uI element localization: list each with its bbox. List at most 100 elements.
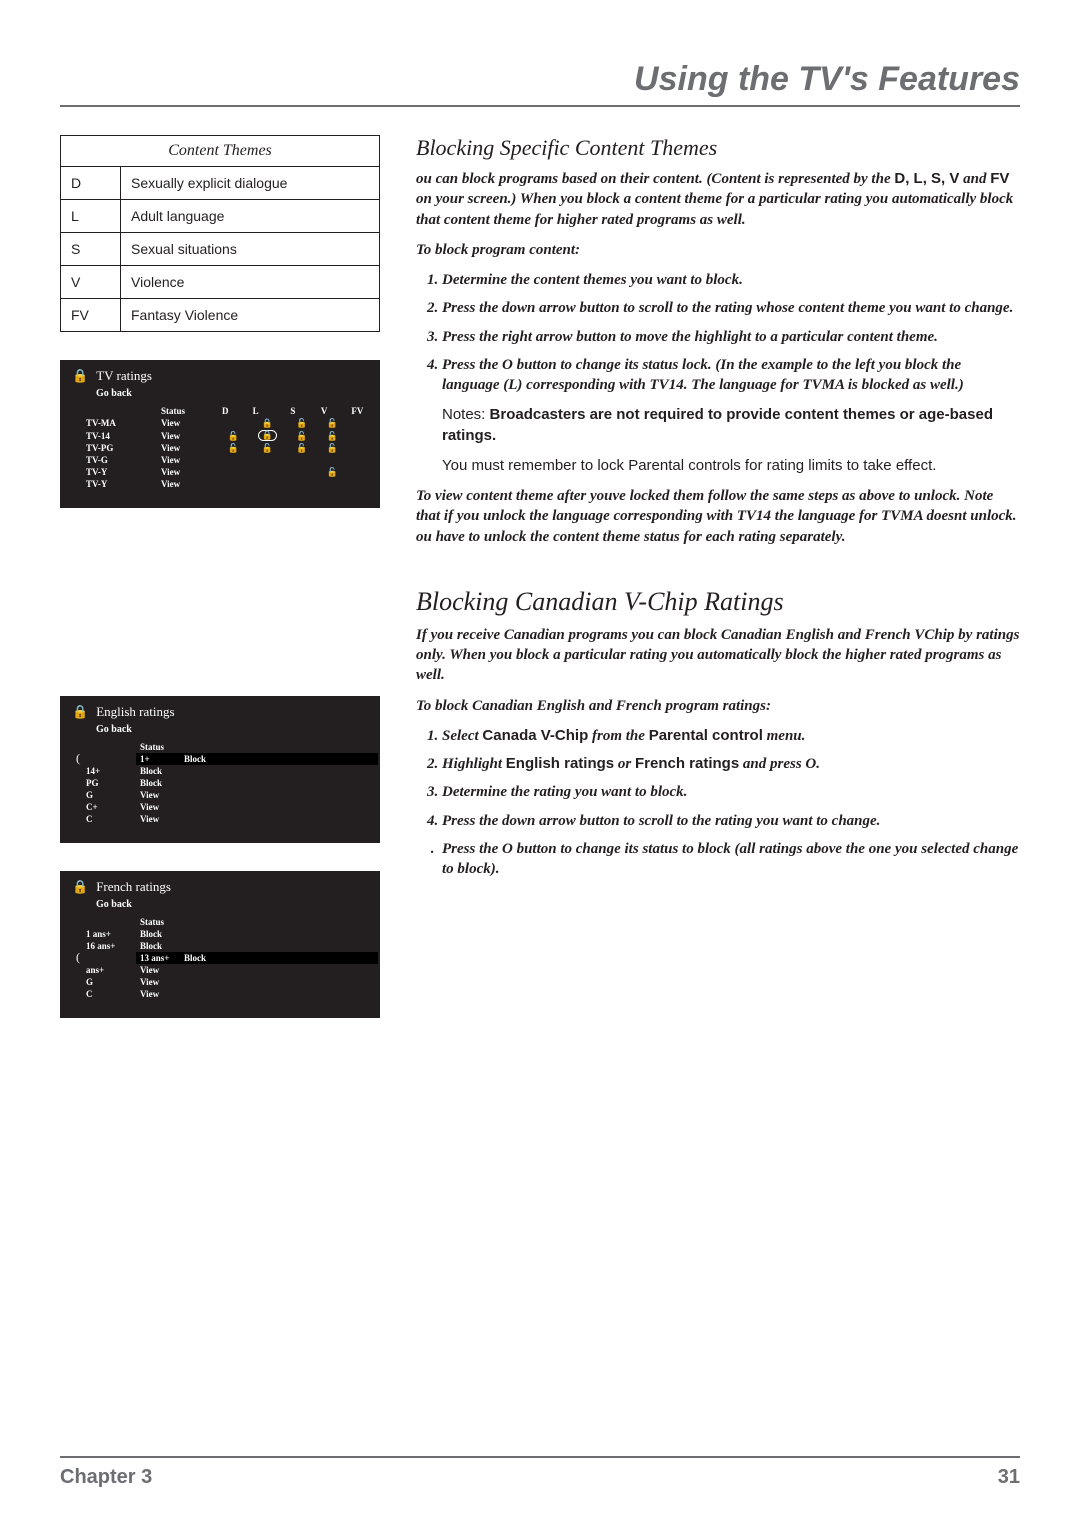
- right-column: Blocking Specific Content Themes ou can …: [416, 135, 1020, 1018]
- content-themes-title: Content Themes: [61, 136, 380, 167]
- ct-code: V: [61, 266, 121, 299]
- rating-status: Block: [180, 753, 336, 765]
- rating-status: Block: [136, 777, 180, 789]
- lock-icon: 🔓: [327, 468, 338, 477]
- panel-title: French ratings: [96, 879, 171, 895]
- intro-paragraph: ou can block programs based on their con…: [416, 169, 1020, 230]
- table-row: FVFantasy Violence: [61, 299, 380, 332]
- rating-label: TV-Y: [82, 478, 157, 490]
- rating-status: View: [136, 801, 180, 813]
- steps-list: Select Canada V-Chip from the Parental c…: [416, 726, 1020, 880]
- intro-paragraph: If you receive Canadian programs you can…: [416, 625, 1020, 686]
- rating-status: View: [157, 478, 218, 490]
- rating-label: ans+: [82, 964, 136, 976]
- lock-icon: 🔓: [327, 419, 338, 428]
- steps-list: Determine the content themes you want to…: [416, 270, 1020, 395]
- english-ratings-grid: Status 1+Block 14+Block PGBlock GView C+…: [82, 741, 378, 825]
- rating-label: C: [82, 813, 136, 825]
- rating-label: PG: [82, 777, 136, 789]
- rating-row: TV-PG View 🔓 🔓 🔓 🔓: [82, 442, 378, 454]
- ct-code: S: [61, 233, 121, 266]
- rating-status: View: [157, 454, 218, 466]
- col-v: V: [317, 405, 348, 417]
- lock-icon: 🔓: [228, 444, 239, 453]
- go-back-label: Go back: [96, 899, 368, 910]
- col-l: L: [249, 405, 287, 417]
- lock-icon: 🔓: [262, 444, 273, 453]
- rating-label: 13 ans+: [136, 952, 180, 964]
- go-back-label: Go back: [96, 388, 368, 399]
- col-status: Status: [157, 405, 218, 417]
- step-item: Press the down arrow button to scroll to…: [442, 298, 1020, 318]
- lock-icon: 🔓: [327, 444, 338, 453]
- rating-label: 16 ans+: [82, 940, 136, 952]
- ct-code: L: [61, 200, 121, 233]
- rating-label: 1+: [136, 753, 180, 765]
- rating-status: View: [136, 988, 180, 1000]
- col-status: Status: [136, 741, 180, 753]
- rating-label: G: [82, 976, 136, 988]
- rating-label: 1 ans+: [82, 928, 136, 940]
- lock-icon: 🔓: [296, 432, 307, 441]
- lock-icon: 🔓: [296, 444, 307, 453]
- rating-status: View: [136, 813, 180, 825]
- rating-label: TV-G: [82, 454, 157, 466]
- col-fv: FV: [347, 405, 378, 417]
- rating-row: GView: [82, 976, 378, 988]
- rating-status: Block: [136, 940, 180, 952]
- rating-row: 14+Block: [82, 765, 378, 777]
- ct-desc: Fantasy Violence: [121, 299, 380, 332]
- table-row: DSexually explicit dialogue: [61, 167, 380, 200]
- step-item: Press the right arrow button to move the…: [442, 327, 1020, 347]
- rating-status: Block: [136, 765, 180, 777]
- rating-status: View: [136, 976, 180, 988]
- content-themes-table: Content Themes DSexually explicit dialog…: [60, 135, 380, 332]
- lock-icon: 🔒: [262, 419, 273, 428]
- page-title: Using the TV's Features: [634, 60, 1020, 98]
- rating-row: TV-G View: [82, 454, 378, 466]
- col-s: S: [286, 405, 317, 417]
- lock-icon: 🔓: [327, 432, 338, 441]
- step-item: Press the O button to change its status …: [442, 355, 1020, 396]
- rating-row: TV-Y View 🔓: [82, 466, 378, 478]
- rating-row: CView: [82, 813, 378, 825]
- step-item: Press the down arrow button to scroll to…: [442, 811, 1020, 831]
- step-item: Determine the content themes you want to…: [442, 270, 1020, 290]
- rating-status: View: [157, 442, 218, 454]
- lock-icon: 🔒: [72, 368, 88, 384]
- page-footer: Chapter 3 31: [60, 1456, 1020, 1489]
- lock-icon: 🔓: [228, 432, 239, 441]
- rating-label: TV-MA: [82, 417, 157, 429]
- rating-row: TV-14 View 🔓 🔒 🔓 🔓: [82, 429, 378, 442]
- rating-row: C+View: [82, 801, 378, 813]
- tv-ratings-panel: 🔒 TV ratings Go back Status D L S V FV T…: [60, 360, 380, 508]
- chapter-label: Chapter 3: [60, 1466, 152, 1489]
- ct-desc: Adult language: [121, 200, 380, 233]
- lead-line: To block program content:: [416, 240, 1020, 260]
- rating-row-selected: 1+Block: [82, 753, 378, 765]
- rating-row: CView: [82, 988, 378, 1000]
- rating-row-selected: 13 ans+Block: [82, 952, 378, 964]
- rating-status: View: [157, 417, 218, 429]
- lead-line: To block Canadian English and French pro…: [416, 696, 1020, 716]
- section-heading: Blocking Canadian V-Chip Ratings: [416, 587, 1020, 617]
- page-number: 31: [998, 1466, 1020, 1489]
- ct-desc: Sexually explicit dialogue: [121, 167, 380, 200]
- columns: Content Themes DSexually explicit dialog…: [60, 135, 1020, 1018]
- rating-row: ans+View: [82, 964, 378, 976]
- tv-ratings-grid: Status D L S V FV TV-MA View 🔒 🔓 🔓: [82, 405, 378, 490]
- rating-status: View: [136, 789, 180, 801]
- step-item: Determine the rating you want to block.: [442, 782, 1020, 802]
- ct-code: D: [61, 167, 121, 200]
- rating-label: G: [82, 789, 136, 801]
- col-d: D: [218, 405, 249, 417]
- rating-label: TV-Y: [82, 466, 157, 478]
- rating-row: 16 ans+Block: [82, 940, 378, 952]
- french-ratings-panel: 🔒 French ratings Go back Status 1 ans+Bl…: [60, 871, 380, 1018]
- lock-icon: 🔒: [72, 879, 88, 895]
- section-heading: Blocking Specific Content Themes: [416, 135, 1020, 161]
- notes-paragraph: Notes: Broadcasters are not required to …: [442, 405, 1020, 446]
- rating-status: View: [157, 429, 218, 442]
- rating-row: 1 ans+Block: [82, 928, 378, 940]
- rating-status: Block: [180, 952, 336, 964]
